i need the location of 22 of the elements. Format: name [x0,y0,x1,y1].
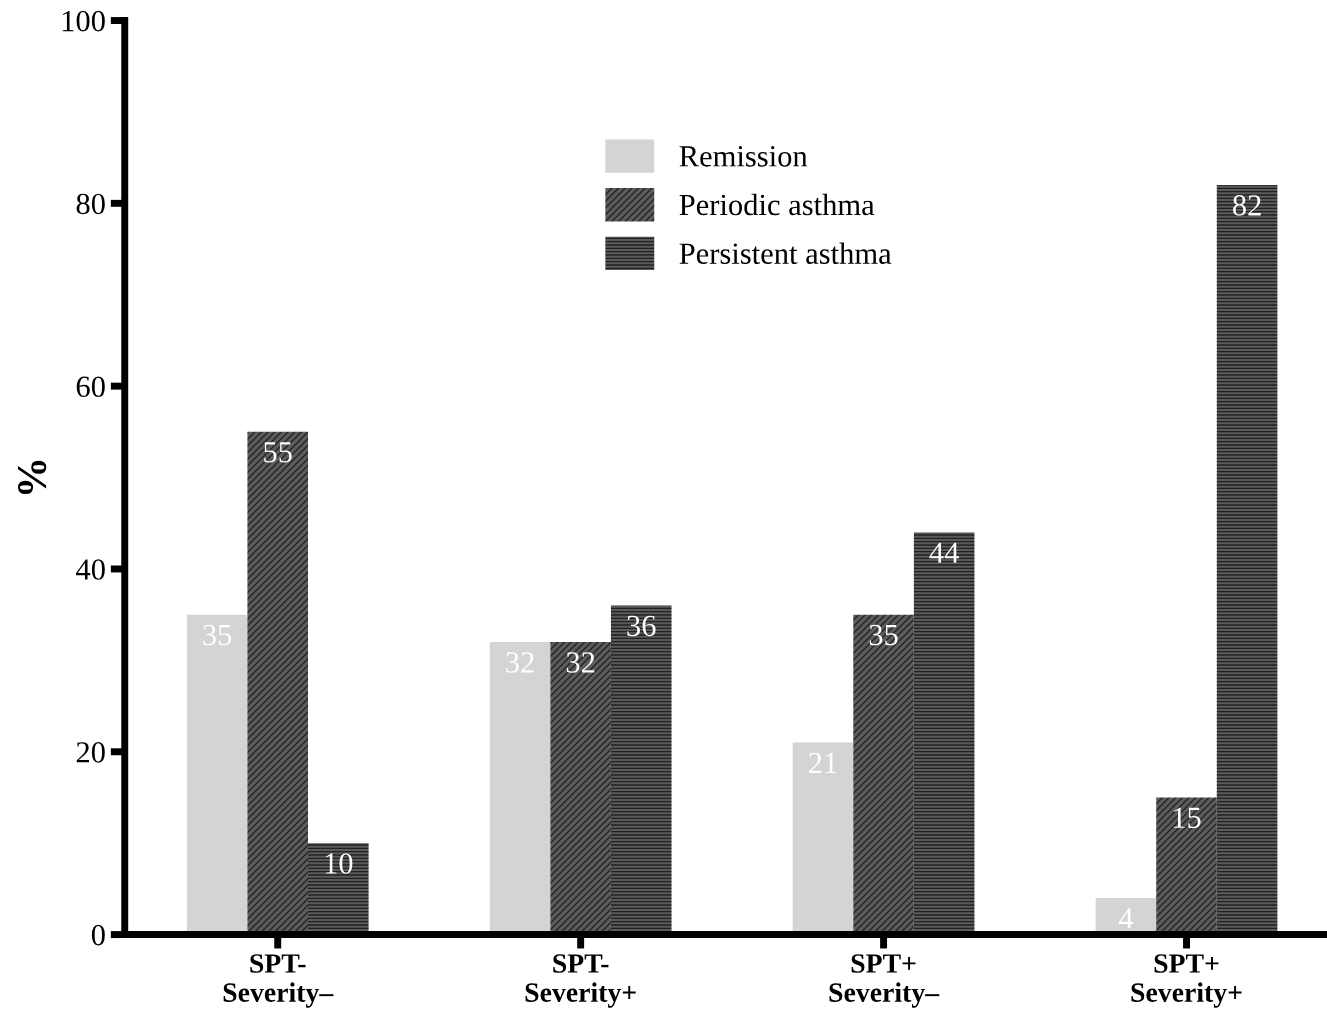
x-tick-label: SPT- Severity– [223,954,334,1008]
legend-label: Periodic asthma [679,193,875,216]
data-label: 44 [929,542,959,563]
data-label: 82 [1232,195,1261,216]
y-tick-label: 20 [76,742,105,763]
data-label: 55 [264,442,292,463]
x-tick-label: SPT- Severity+ [525,954,636,1008]
y-tick-label: 80 [76,193,105,215]
y-tick-label: 40 [76,559,105,580]
data-label: 36 [627,615,656,637]
legend-label: Persistent asthma [679,242,892,264]
y-tick-label: 60 [76,376,105,398]
legend-label: Remission [679,146,808,167]
y-tick-label: 100 [62,10,105,32]
data-label: 32 [566,652,595,673]
y-axis-title: % [18,460,47,495]
y-tick-label: 0 [91,924,105,946]
data-label: 10 [325,853,353,874]
x-tick-label: SPT+ Severity+ [1131,954,1242,1008]
data-label: 15 [1173,807,1201,829]
x-tick-label: SPT+ Severity– [829,954,940,1008]
data-label: 35 [869,624,898,646]
